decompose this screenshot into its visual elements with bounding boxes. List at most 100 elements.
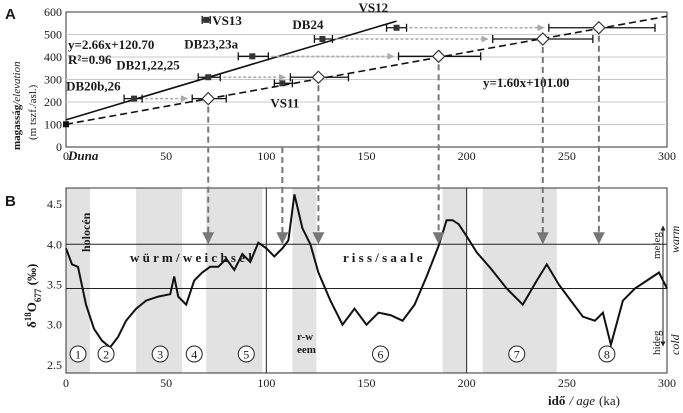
panel-b-x-tick-label: 250 bbox=[558, 376, 576, 390]
mis-stage-label: 8 bbox=[604, 348, 610, 362]
panel-b-y-tick-label: 4.5 bbox=[47, 197, 62, 211]
panel-a-y-tick-label: 100 bbox=[44, 118, 62, 132]
point-label: DB20b,26 bbox=[66, 79, 121, 94]
equation-1: y=2.66x+120.70 bbox=[68, 37, 154, 52]
panel-b-y-tick-label: 2.5 bbox=[47, 358, 62, 372]
panel-a: A 0 100 200 300 400 500 600 0 50 100 150 200 250 300… bbox=[5, 0, 676, 163]
shaded-interval bbox=[482, 188, 557, 373]
mis-stage-circle bbox=[237, 345, 255, 363]
mis-stage-circle bbox=[372, 345, 390, 363]
panel-a-y-axis-unit: (m tszf./asl.) bbox=[27, 84, 39, 140]
measured-point-marker bbox=[249, 53, 256, 60]
panel-b-shaded-intervals bbox=[66, 188, 557, 373]
panel-a-y-tick-label: 500 bbox=[44, 28, 62, 42]
regression-line-solid bbox=[65, 20, 397, 121]
holocene-label: holocén bbox=[79, 212, 93, 252]
panel-b-x-tick-label: 150 bbox=[358, 376, 376, 390]
panel-b-reference-lines bbox=[66, 188, 667, 373]
measured-point-marker bbox=[319, 36, 326, 42]
panel-b-y-tick-label: 4.0 bbox=[47, 237, 62, 251]
panel-a-data-points: DB20b,26 DB21,22,25 VS11 DB23,23a DB24 VS12 VS… bbox=[63, 0, 656, 128]
panel-b-y-tick-label: 3.0 bbox=[47, 318, 62, 332]
shaded-interval bbox=[66, 188, 91, 373]
corrected-point-marker bbox=[431, 49, 446, 64]
panel-b-x-tick-labels: 0 50 100 150 200 250 300 bbox=[63, 376, 676, 390]
panel-b: B 2.5 3.0 3.5 4.0 4.5 0 50 100 150 200 250 300 1 2 3… bbox=[5, 187, 682, 408]
regression-line-dashed bbox=[65, 15, 668, 126]
panel-b-x-tick-label: 200 bbox=[458, 376, 476, 390]
mis-stage-circle bbox=[598, 345, 616, 363]
shaded-interval bbox=[206, 188, 263, 373]
corrected-point-marker bbox=[201, 91, 216, 106]
panel-a-y-tick-label: 400 bbox=[44, 50, 62, 64]
panel-a-x-tick-labels: 0 50 100 150 200 250 300 bbox=[63, 149, 676, 163]
warm-label-hu: meleg bbox=[651, 232, 663, 259]
panel-b-x-tick-label: 50 bbox=[160, 376, 172, 390]
point-label: DB21,22,25 bbox=[116, 57, 180, 72]
marine-isotope-stages: 1 2 3 4 5 6 7 8 bbox=[69, 345, 616, 363]
equation-2: y=1.60x+101.00 bbox=[483, 75, 569, 90]
panel-b-x-tick-label: 0 bbox=[63, 376, 69, 390]
mis-stage-label: 1 bbox=[75, 348, 81, 362]
point-label: VS12 bbox=[359, 0, 389, 15]
mis-stage-circle bbox=[508, 345, 526, 363]
riss-label: r i s s / s a a l e bbox=[343, 250, 423, 265]
mis-stage-circle bbox=[69, 345, 87, 363]
wurm-label: w ü r m / w e i c h s e l bbox=[130, 250, 252, 265]
measured-point-marker bbox=[205, 74, 212, 81]
panel-a-label: A bbox=[5, 6, 16, 23]
cold-label-hu: hideg bbox=[651, 330, 663, 355]
panel-b-y-axis-label: δ18O677 (‰) bbox=[23, 264, 43, 328]
measured-point-marker bbox=[393, 24, 400, 31]
mis-stage-label: 7 bbox=[514, 348, 520, 362]
warm-label-en: warm bbox=[668, 225, 682, 253]
point-label: VS13 bbox=[212, 13, 242, 28]
panel-b-y-tick-label: 3.5 bbox=[47, 278, 62, 292]
mis-stage-label: 4 bbox=[191, 348, 197, 362]
panel-a-gridlines bbox=[66, 34, 667, 125]
cold-label-en: cold bbox=[668, 333, 682, 355]
panel-a-regression-lines bbox=[65, 15, 668, 126]
measured-point-marker bbox=[279, 80, 286, 87]
shaded-interval bbox=[442, 188, 467, 373]
corrected-point-marker bbox=[592, 20, 606, 35]
mis-stage-label: 3 bbox=[157, 348, 163, 362]
panel-a-x-tick-label: 0 bbox=[63, 149, 69, 163]
panel-a-x-tick-label: 300 bbox=[658, 149, 676, 163]
panel-a-x-tick-label: 200 bbox=[458, 149, 476, 163]
mis-stage-circle bbox=[151, 345, 169, 363]
correlation-arrows bbox=[202, 35, 605, 245]
rw-label: r-w bbox=[297, 331, 313, 343]
point-label: VS11 bbox=[270, 95, 299, 110]
corrected-point-marker bbox=[311, 70, 326, 85]
mis-stage-label: 6 bbox=[378, 348, 384, 362]
mis-stage-circle bbox=[185, 345, 203, 363]
panel-a-x-tick-label: 250 bbox=[558, 149, 576, 163]
panel-a-y-tick-label: 200 bbox=[44, 95, 62, 109]
panel-a-y-tick-label: 600 bbox=[44, 5, 62, 19]
panel-a-age-shift-arrows bbox=[145, 24, 545, 103]
d18o-curve bbox=[65, 194, 668, 349]
panel-b-x-tick-label: 100 bbox=[257, 376, 275, 390]
panel-b-x-tick-label: 300 bbox=[658, 376, 676, 390]
measured-point-marker bbox=[203, 16, 210, 23]
panel-a-y-axis-label: magasság/elevation bbox=[11, 61, 23, 150]
panel-b-y-tick-labels: 2.5 3.0 3.5 4.0 4.5 bbox=[47, 197, 62, 372]
mis-stage-circle bbox=[97, 345, 115, 363]
panel-a-x-tick-label: 50 bbox=[160, 149, 172, 163]
panel-a-x-tick-label: 100 bbox=[257, 149, 275, 163]
eem-label: eem bbox=[297, 344, 316, 356]
panel-a-y-tick-label: 300 bbox=[44, 73, 62, 87]
r-squared: R²=0.96 bbox=[68, 52, 112, 67]
panel-b-plot-area bbox=[65, 187, 668, 374]
duna-label: Duna bbox=[67, 148, 99, 163]
panel-a-y-tick-label: 0 bbox=[56, 140, 62, 154]
panel-b-label: B bbox=[5, 193, 16, 210]
point-label: DB23,23a bbox=[184, 36, 238, 51]
measured-point-marker bbox=[131, 95, 138, 102]
panel-b-x-axis-label: idő / age (ka) bbox=[548, 393, 620, 408]
shaded-interval bbox=[292, 188, 317, 373]
mis-stage-label: 2 bbox=[103, 348, 109, 362]
mis-stage-label: 5 bbox=[243, 348, 249, 362]
